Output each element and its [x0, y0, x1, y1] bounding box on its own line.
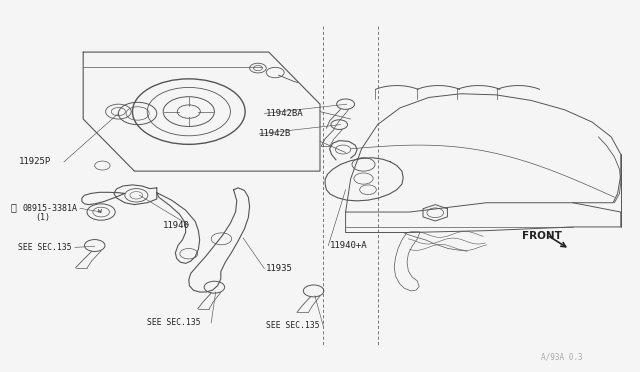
Text: 11942B: 11942B — [259, 129, 291, 138]
Text: 11940+A: 11940+A — [330, 241, 367, 250]
Text: 11942BA: 11942BA — [266, 109, 303, 118]
Text: A/93A 0.3: A/93A 0.3 — [541, 353, 582, 362]
Text: SEE SEC.135: SEE SEC.135 — [18, 243, 72, 252]
Text: (1): (1) — [35, 213, 50, 222]
Text: 11935: 11935 — [266, 264, 292, 273]
Text: 11925P: 11925P — [19, 157, 51, 166]
Text: SEE SEC.135: SEE SEC.135 — [147, 318, 201, 327]
Text: 11940: 11940 — [163, 221, 190, 230]
Text: SEE SEC.135: SEE SEC.135 — [266, 321, 319, 330]
Text: ⓦ: ⓦ — [10, 203, 16, 212]
Text: W: W — [98, 209, 102, 214]
Text: FRONT: FRONT — [522, 231, 561, 241]
Text: 08915-3381A: 08915-3381A — [22, 204, 77, 213]
